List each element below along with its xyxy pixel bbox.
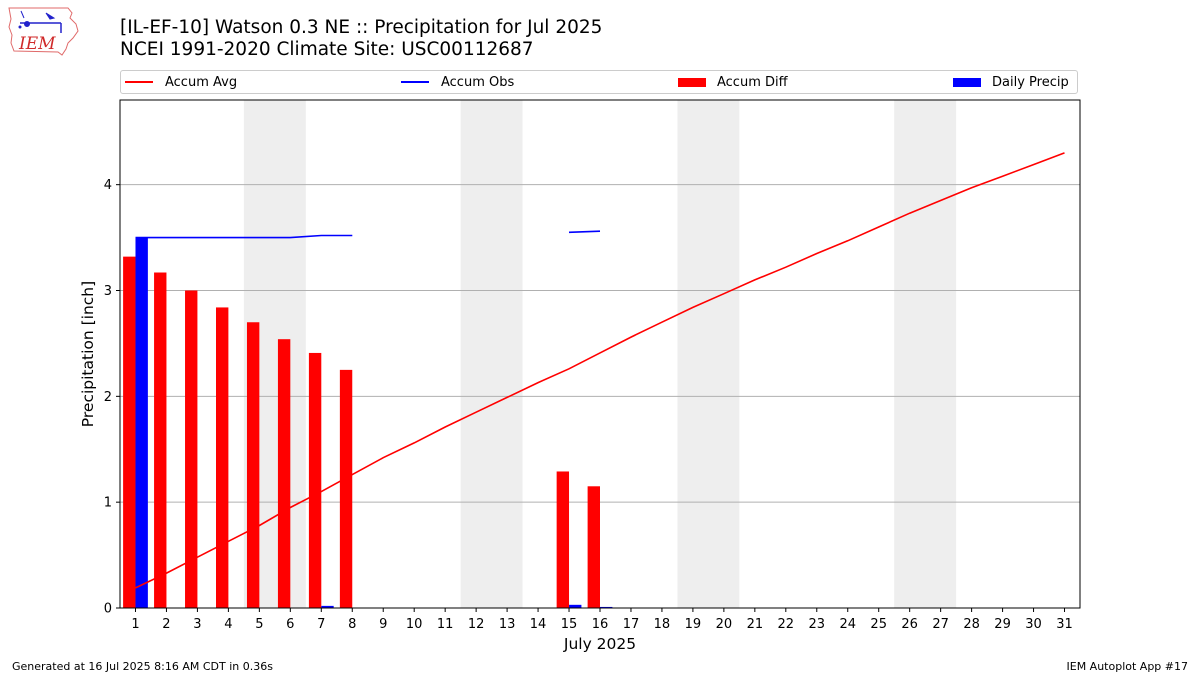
iowa-outline-icon bbox=[8, 7, 79, 56]
x-tick-label-1: 1 bbox=[131, 617, 139, 632]
legend-item-accum-avg: Accum Avg bbox=[125, 71, 237, 93]
legend-swatch-daily-precip bbox=[953, 77, 981, 87]
x-tick-label-18: 18 bbox=[654, 617, 671, 632]
x-tick-label-27: 27 bbox=[932, 617, 949, 632]
diff-bar-day-5 bbox=[246, 322, 260, 608]
x-tick-label-16: 16 bbox=[592, 617, 609, 632]
x-tick-label-24: 24 bbox=[839, 617, 856, 632]
x-tick-label-26: 26 bbox=[901, 617, 918, 632]
diff-bar-day-6 bbox=[277, 339, 291, 608]
legend: Accum Avg Accum Obs Accum Diff Daily Pre… bbox=[120, 70, 1078, 94]
x-tick-label-28: 28 bbox=[963, 617, 980, 632]
y-tick-label-2: 2 bbox=[104, 390, 112, 405]
x-tick-label-29: 29 bbox=[994, 617, 1011, 632]
legend-label-daily-precip: Daily Precip bbox=[992, 74, 1069, 90]
diff-bar-day-15 bbox=[556, 471, 570, 608]
bars bbox=[123, 237, 613, 609]
iem-logo: IEM bbox=[8, 7, 79, 56]
weekend-span-2 bbox=[677, 100, 740, 608]
diff-bar-day-2 bbox=[154, 272, 167, 608]
x-tick-label-21: 21 bbox=[747, 617, 764, 632]
diff-bar-day-16 bbox=[587, 486, 600, 608]
x-tick-label-25: 25 bbox=[870, 617, 887, 632]
x-tick-label-23: 23 bbox=[809, 617, 826, 632]
legend-swatch-accum-diff bbox=[678, 77, 706, 87]
x-tick-label-5: 5 bbox=[255, 617, 263, 632]
x-tick-label-3: 3 bbox=[193, 617, 201, 632]
x-tick-label-12: 12 bbox=[468, 617, 485, 632]
legend-label-accum-avg: Accum Avg bbox=[165, 74, 238, 90]
legend-item-accum-diff: Accum Diff bbox=[678, 71, 788, 93]
lines bbox=[135, 152, 1065, 589]
y-tick-label-0: 0 bbox=[104, 602, 112, 617]
weather-instruments-icon bbox=[18, 10, 62, 33]
chart-title: [IL-EF-10] Watson 0.3 NE :: Precipitatio… bbox=[120, 17, 603, 38]
y-tick-label-1: 1 bbox=[104, 496, 112, 511]
diff-bar-day-7 bbox=[308, 352, 322, 608]
x-tick-label-15: 15 bbox=[561, 617, 578, 632]
weekend-span-3 bbox=[894, 100, 957, 608]
x-axis: 1 2 3 4 5 6 7 8 9 10 11 12 13 14 15 16 17 18 19 20 21 22 23 24 2… bbox=[131, 608, 1073, 632]
x-tick-label-7: 7 bbox=[317, 617, 325, 632]
x-tick-label-14: 14 bbox=[530, 617, 547, 632]
x-tick-label-9: 9 bbox=[379, 617, 387, 632]
x-tick-label-22: 22 bbox=[778, 617, 795, 632]
legend-label-accum-diff: Accum Diff bbox=[717, 74, 788, 90]
legend-label-accum-obs: Accum Obs bbox=[441, 74, 515, 90]
x-tick-label-8: 8 bbox=[348, 617, 356, 632]
x-tick-label-30: 30 bbox=[1025, 617, 1042, 632]
line-accum-avg-segment-0 bbox=[135, 152, 1065, 589]
generated-timestamp: Generated at 16 Jul 2025 8:16 AM CDT in … bbox=[12, 660, 273, 673]
legend-item-accum-obs: Accum Obs bbox=[401, 71, 514, 93]
x-tick-label-13: 13 bbox=[499, 617, 516, 632]
diff-bar-day-3 bbox=[185, 290, 198, 608]
logo-text: IEM bbox=[18, 34, 56, 54]
y-tick-label-3: 3 bbox=[104, 284, 112, 299]
daily-bar-day-16 bbox=[600, 606, 613, 608]
legend-swatch-accum-obs bbox=[401, 81, 429, 83]
app-credit: IEM Autoplot App #17 bbox=[1066, 660, 1189, 673]
daily-bar-day-1 bbox=[135, 237, 148, 609]
y-axis-label: Precipitation [inch] bbox=[79, 281, 97, 427]
diff-bar-day-1 bbox=[123, 256, 136, 608]
daily-bar-day-15 bbox=[569, 604, 582, 608]
line-accum-obs-segment-1 bbox=[568, 230, 601, 234]
x-tick-label-20: 20 bbox=[716, 617, 733, 632]
x-tick-label-17: 17 bbox=[623, 617, 640, 632]
weekend-span-1 bbox=[460, 100, 523, 608]
x-axis-label: July 2025 bbox=[563, 635, 636, 653]
x-tick-label-11: 11 bbox=[437, 617, 454, 632]
legend-swatch-accum-avg bbox=[125, 81, 153, 83]
x-tick-label-4: 4 bbox=[224, 617, 232, 632]
y-tick-label-4: 4 bbox=[104, 178, 112, 193]
daily-bar-day-7 bbox=[321, 605, 334, 608]
diff-bar-day-8 bbox=[339, 369, 353, 608]
x-tick-label-31: 31 bbox=[1056, 617, 1073, 632]
x-tick-label-6: 6 bbox=[286, 617, 294, 632]
x-tick-label-10: 10 bbox=[406, 617, 423, 632]
legend-item-daily-precip: Daily Precip bbox=[953, 71, 1069, 93]
chart-subtitle: NCEI 1991-2020 Climate Site: USC00112687 bbox=[120, 39, 534, 60]
line-accum-obs-segment-0 bbox=[135, 234, 353, 239]
diff-bar-day-4 bbox=[216, 307, 229, 608]
y-axis: 0 1 2 3 4 bbox=[104, 178, 120, 617]
x-tick-label-2: 2 bbox=[162, 617, 170, 632]
x-tick-label-19: 19 bbox=[685, 617, 702, 632]
